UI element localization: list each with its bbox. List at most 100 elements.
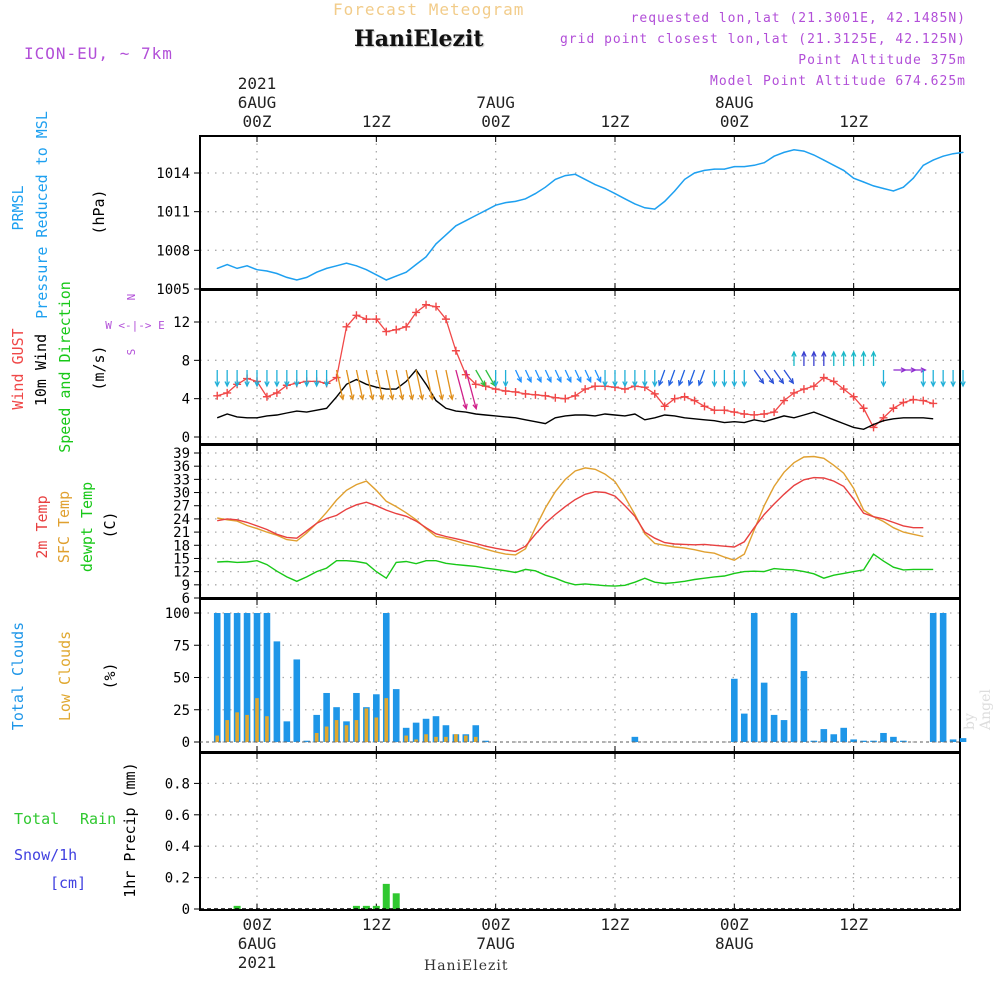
gust-marker [809, 382, 818, 391]
pressure-point [256, 269, 258, 271]
gust-marker [501, 387, 510, 395]
temperature-ytick-label: 24 [173, 512, 190, 528]
total-cloud-bar [840, 727, 848, 742]
wind-arrow-shaft [773, 369, 784, 384]
total-cloud-bar [900, 740, 907, 742]
wind-arrow-head [492, 381, 499, 388]
pressure-point [226, 263, 228, 266]
wind-arrow-head [731, 381, 738, 388]
low-cloud-bar [374, 717, 379, 742]
wind-direction-arrow [534, 369, 542, 384]
pressure-point [644, 207, 646, 209]
gust-marker [571, 391, 580, 400]
gust-marker [213, 391, 222, 400]
wind-speed-line [216, 368, 934, 431]
model-point-altitude: Model Point Altitude 674.625m [710, 74, 966, 89]
total-cloud-bar [631, 736, 639, 742]
wind-arrow-shaft [763, 369, 774, 384]
wind-direction-arrow [502, 370, 509, 388]
total-cloud-bar [293, 659, 301, 742]
gust-marker [859, 404, 868, 413]
wind-rose: N S W <-|-> E [105, 294, 165, 356]
total-cloud-bar [760, 682, 768, 742]
wind-arrow-shaft [783, 369, 794, 384]
wind-arrow-head [294, 381, 300, 388]
total-cloud-bar [382, 613, 390, 742]
pressure-point [415, 263, 417, 266]
wind-arrow-head [418, 394, 425, 401]
gust-marker [650, 389, 659, 398]
wind-arrow-head [472, 403, 478, 411]
low-cloud-bar [354, 720, 359, 742]
wind-arrow-shaft [554, 369, 562, 383]
wind-direction-arrow [950, 370, 956, 388]
low-cloud-bar [454, 734, 458, 742]
top-axis-label: 00Z [243, 112, 272, 131]
precipitation-ytick-label: 0 [182, 902, 190, 918]
pressure-point [952, 153, 954, 155]
total-cloud-bar [939, 613, 947, 742]
gust-marker [750, 410, 759, 419]
pressure-point [266, 270, 268, 272]
wind-arrow-head [758, 378, 765, 385]
wind-direction-arrow [697, 369, 706, 387]
wind-arrow-head [428, 394, 435, 401]
wind-arrow-head [378, 394, 385, 401]
wind-arrow-head [323, 381, 330, 388]
pressure-point [395, 275, 397, 277]
wind-direction-arrow [753, 369, 765, 385]
wind-arrow-head [801, 350, 807, 357]
total-cloud-bar [929, 613, 937, 742]
wind-direction-arrow [264, 370, 270, 388]
wind-direction-arrow [465, 369, 478, 411]
total-cloud-bar [820, 729, 828, 742]
wind-direction-arrow [544, 369, 552, 384]
pressure-point [574, 173, 576, 175]
wind-direction-arrow [313, 370, 320, 388]
clouds-ytick-label: 100 [165, 606, 190, 622]
gust-marker [819, 373, 828, 382]
gust-marker [402, 322, 411, 331]
wind-arrow-head [668, 379, 674, 387]
precip-total-label: Total [14, 810, 59, 828]
wind-direction-arrow [214, 370, 220, 388]
wind-arrow-head [612, 381, 618, 388]
wind-direction-arrow [234, 370, 240, 388]
pressure-point [912, 177, 914, 179]
t2m-line [217, 476, 924, 553]
wind-direction-arrow [355, 369, 365, 401]
wind-arrow-head [264, 381, 270, 388]
total-cloud-bar [243, 613, 251, 742]
total-cloud-bar [780, 720, 788, 742]
wind-direction-arrow [254, 370, 260, 388]
total-cloud-bar [313, 714, 320, 742]
wind-ytick-label: 12 [173, 315, 190, 331]
pressure-point [942, 155, 944, 157]
pressure-point [922, 164, 924, 166]
pressure-point [654, 208, 656, 210]
pressure-point [355, 265, 358, 267]
wind-arrow-shaft [455, 369, 467, 409]
top-axis-label: 8AUG [715, 93, 754, 112]
wind-direction-arrow [741, 370, 748, 388]
wind-direction-arrow [514, 369, 522, 384]
gust-marker [262, 392, 271, 401]
precipitation-ytick-label: 0.8 [165, 776, 190, 792]
wind-arrow-head [596, 376, 602, 384]
wind-direction-arrow [652, 370, 658, 388]
top-axis-label: 2021 [238, 74, 277, 93]
pressure-point [723, 168, 725, 170]
wind-arrow-head [502, 381, 509, 388]
gust-marker [372, 315, 381, 324]
pressure-point [634, 203, 636, 205]
low-cloud-bar [434, 736, 438, 742]
pressure-ytick-label: 1014 [156, 166, 190, 182]
wind-direction-arrow [584, 369, 592, 384]
total-cloud-bar [263, 613, 271, 742]
wind-arrow-head [711, 381, 718, 388]
pressure-point [335, 265, 338, 267]
pressure-point [882, 187, 885, 190]
total-cloud-bar [880, 732, 887, 742]
wind-direction-arrow [677, 369, 686, 387]
wind-direction-arrow [850, 350, 857, 366]
